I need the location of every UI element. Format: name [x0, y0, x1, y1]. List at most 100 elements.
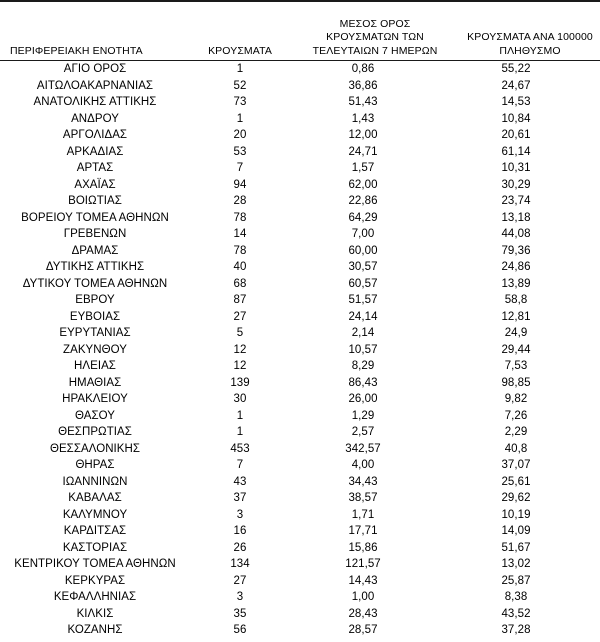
cell-per100k: 29,44 — [501, 343, 531, 356]
table-row: ΚΑΡΔΙΤΣΑΣ 16 17,71 14,09 — [0, 523, 600, 540]
table-row: ΓΡΕΒΕΝΩΝ 14 7,00 44,08 — [0, 226, 600, 243]
cell-avg7: 7,00 — [351, 228, 375, 240]
table-row: ΖΑΚΥΝΘΟΥ 12 10,57 29,44 — [0, 342, 600, 359]
cell-avg7: 38,57 — [348, 492, 378, 504]
cell-avg7: 51,57 — [348, 294, 378, 306]
cell-region: ΚΑΛΥΜΝΟΥ — [62, 508, 128, 521]
table-row: ΚΕΦΑΛΛΗΝΙΑΣ 3 1,00 8,38 — [0, 589, 600, 606]
table-row: ΕΒΡΟΥ 87 51,57 58,8 — [0, 292, 600, 309]
cell-avg7: 0,86 — [351, 63, 375, 75]
cell-avg7: 51,43 — [348, 96, 378, 108]
cell-region: ΑΙΤΩΛΟΑΚΑΡΝΑΝΙΑΣ — [36, 79, 154, 92]
cell-avg7: 28,43 — [348, 607, 378, 620]
cell-per100k: 37,07 — [501, 459, 531, 471]
cell-avg7: 24,14 — [348, 310, 378, 323]
cell-avg7: 8,29 — [351, 360, 375, 372]
table-row: ΔΥΤΙΚΗΣ ΑΤΤΙΚΗΣ 40 30,57 24,86 — [0, 259, 600, 276]
cell-region: ΘΗΡΑΣ — [75, 459, 115, 471]
cell-region: ΕΥΡΥΤΑΝΙΑΣ — [59, 327, 131, 339]
cell-avg7: 15,86 — [348, 541, 378, 554]
cell-avg7: 1,43 — [351, 112, 375, 125]
table-body: ΑΓΙΟ ΟΡΟΣ 1 0,86 55,22 ΑΙΤΩΛΟΑΚΑΡΝΑΝΙΑΣ 52 36,… — [0, 61, 600, 639]
table-row: ΕΥΒΟΙΑΣ 27 24,14 12,81 — [0, 309, 600, 326]
column-header-per100k-line-2: ΠΛΗΘΥΣΜΟ — [499, 44, 561, 57]
cell-cases: 30 — [233, 393, 247, 405]
cell-region: ΘΕΣΣΑΛΟΝΙΚΗΣ — [49, 442, 141, 455]
cell-per100k: 23,74 — [501, 195, 531, 207]
column-header-cases: ΚΡΟΥΣΜΑΤΑ — [190, 1, 290, 61]
table-row: ΒΟΙΩΤΙΑΣ 28 22,86 23,74 — [0, 193, 600, 210]
table-row: ΑΙΤΩΛΟΑΚΑΡΝΑΝΙΑΣ 52 36,86 24,67 — [0, 78, 600, 95]
cell-region: ΑΝΑΤΟΛΙΚΗΣ ΑΤΤΙΚΗΣ — [33, 96, 157, 108]
cell-per100k: 98,85 — [501, 376, 531, 389]
cell-per100k: 29,62 — [501, 492, 531, 504]
cell-cases: 52 — [233, 79, 247, 92]
cell-avg7: 28,57 — [348, 624, 378, 636]
table-row: ΘΗΡΑΣ 7 4,00 37,07 — [0, 457, 600, 474]
cell-per100k: 24,67 — [501, 79, 531, 92]
cell-region: ΑΓΙΟ ΟΡΟΣ — [63, 63, 127, 75]
table-row: ΑΡΚΑΔΙΑΣ 53 24,71 61,14 — [0, 144, 600, 161]
cell-per100k: 40,8 — [504, 442, 528, 455]
cell-cases: 139 — [230, 376, 250, 389]
cell-per100k: 7,53 — [504, 360, 528, 372]
cell-avg7: 1,29 — [351, 409, 375, 422]
cell-per100k: 61,14 — [501, 145, 531, 158]
table-row: ΚΟΖΑΝΗΣ 56 28,57 37,28 — [0, 622, 600, 639]
cell-avg7: 60,00 — [348, 244, 378, 257]
cell-cases: 3 — [236, 508, 244, 521]
cell-region: ΚΑΣΤΟΡΙΑΣ — [62, 541, 128, 554]
table-header-row: ΠΕΡΙΦΕΡΕΙΑΚΗ ΕΝΟΤΗΤΑ ΚΡΟΥΣΜΑΤΑ ΜΕΣΟΣ ΟΡΟ… — [0, 1, 600, 61]
cell-avg7: 86,43 — [348, 376, 378, 389]
cell-per100k: 58,8 — [504, 294, 528, 306]
table-row: ΚΑΣΤΟΡΙΑΣ 26 15,86 51,67 — [0, 540, 600, 557]
table-row: ΚΑΒΑΛΑΣ 37 38,57 29,62 — [0, 490, 600, 507]
cell-cases: 27 — [233, 310, 247, 323]
cell-cases: 78 — [233, 244, 247, 257]
cell-avg7: 342,57 — [345, 442, 381, 455]
table-row: ΘΕΣΠΡΩΤΙΑΣ 1 2,57 2,29 — [0, 424, 600, 441]
cell-cases: 7 — [236, 459, 244, 471]
cell-region: ΚΕΝΤΡΙΚΟΥ ΤΟΜΕΑ ΑΘΗΝΩΝ — [14, 558, 176, 570]
cell-cases: 5 — [236, 327, 244, 339]
table-row: ΗΛΕΙΑΣ 12 8,29 7,53 — [0, 358, 600, 375]
cell-avg7: 62,00 — [348, 178, 378, 191]
cell-per100k: 20,61 — [501, 129, 531, 141]
cell-avg7: 12,00 — [348, 129, 378, 141]
table-row: ΚΙΛΚΙΣ 35 28,43 43,52 — [0, 606, 600, 623]
cell-cases: 1 — [236, 63, 244, 75]
table-row: ΗΡΑΚΛΕΙΟΥ 30 26,00 9,82 — [0, 391, 600, 408]
cell-region: ΑΡΓΟΛΙΔΑΣ — [62, 129, 128, 141]
cell-avg7: 24,71 — [348, 145, 378, 158]
cell-per100k: 8,38 — [504, 591, 528, 603]
table-row: ΗΜΑΘΙΑΣ 139 86,43 98,85 — [0, 375, 600, 392]
cell-avg7: 1,71 — [351, 508, 375, 521]
cell-cases: 27 — [233, 574, 247, 587]
cell-region: ΚΑΒΑΛΑΣ — [68, 492, 122, 504]
cell-avg7: 22,86 — [348, 195, 378, 207]
table-row: ΔΥΤΙΚΟΥ ΤΟΜΕΑ ΑΘΗΝΩΝ 68 60,57 13,89 — [0, 276, 600, 293]
column-header-avg7-line-3: ΤΕΛΕΥΤΑΙΩΝ 7 ΗΜΕΡΩΝ — [312, 44, 438, 57]
cell-cases: 40 — [233, 261, 247, 273]
cell-per100k: 14,53 — [501, 96, 531, 108]
table-row: ΔΡΑΜΑΣ 78 60,00 79,36 — [0, 243, 600, 260]
cell-region: ΚΙΛΚΙΣ — [76, 607, 114, 620]
cell-avg7: 17,71 — [348, 525, 378, 537]
cell-cases: 78 — [233, 211, 247, 224]
cell-region: ΑΝΔΡΟΥ — [71, 112, 119, 125]
cell-region: ΚΕΦΑΛΛΗΝΙΑΣ — [53, 591, 137, 603]
cell-per100k: 2,29 — [504, 426, 528, 438]
cell-per100k: 7,26 — [504, 409, 528, 422]
cell-per100k: 37,28 — [501, 624, 531, 636]
cell-avg7: 30,57 — [348, 261, 378, 273]
cell-cases: 1 — [236, 112, 244, 125]
cell-cases: 453 — [230, 442, 250, 455]
cell-avg7: 1,57 — [351, 162, 375, 174]
cell-region: ΘΕΣΠΡΩΤΙΑΣ — [58, 426, 132, 438]
cell-cases: 53 — [233, 145, 247, 158]
cell-avg7: 2,57 — [351, 426, 375, 438]
cell-cases: 134 — [230, 558, 250, 570]
cell-per100k: 30,29 — [501, 178, 531, 191]
cell-cases: 94 — [233, 178, 247, 191]
cell-region: ΙΩΑΝΝΙΝΩΝ — [62, 475, 128, 488]
